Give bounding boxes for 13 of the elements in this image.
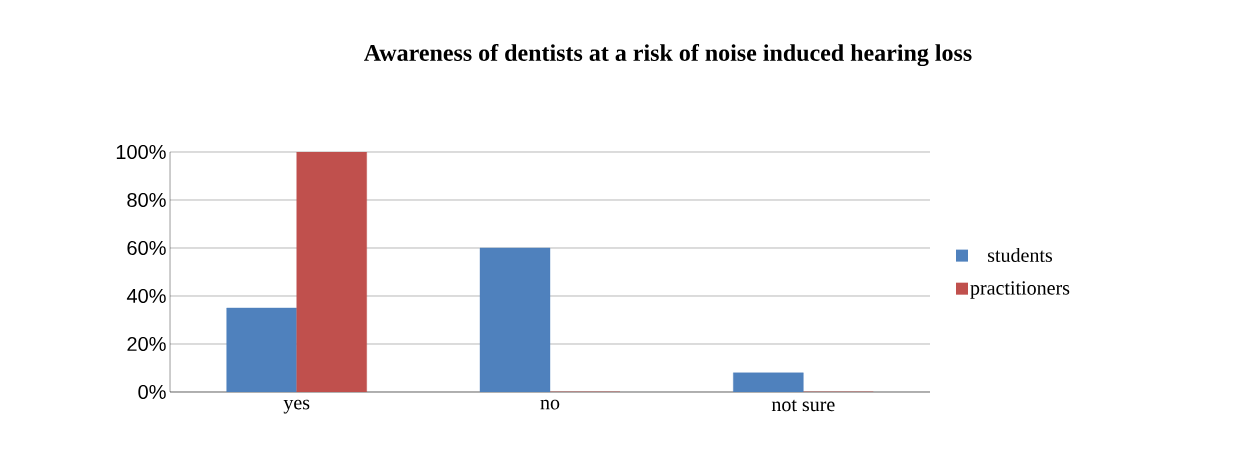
y-tick-label: 0%: [138, 384, 166, 400]
y-tick-label: 100%: [116, 144, 166, 160]
x-tick-label: not sure: [771, 399, 835, 412]
legend-label: practitioners: [970, 281, 1070, 299]
x-tick-label: no: [540, 399, 560, 410]
y-tick-label: 40%: [126, 288, 166, 304]
x-tick-label: yes: [283, 399, 310, 414]
chart-title: Awareness of dentists at a risk of noise induced hearing loss: [364, 43, 972, 67]
bar: [296, 151, 367, 392]
y-tick-label: 80%: [127, 192, 166, 208]
legend-label: students: [988, 247, 1053, 262]
y-tick-label: 20%: [127, 336, 166, 352]
y-tick-label: 60%: [127, 240, 166, 256]
